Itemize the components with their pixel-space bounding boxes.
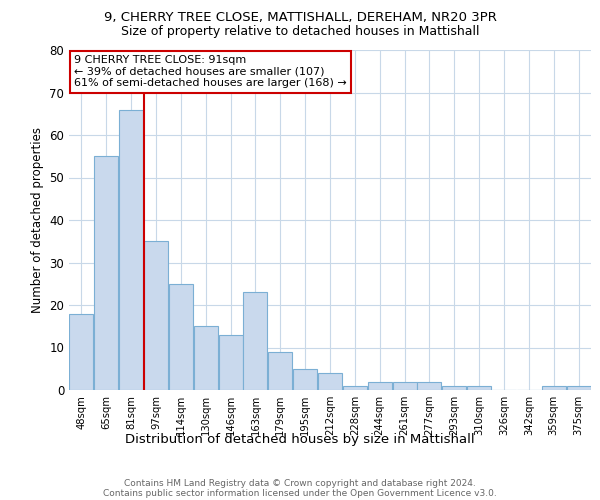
Bar (442, 386, 466, 390)
Y-axis label: Number of detached properties: Number of detached properties (31, 127, 44, 313)
Bar (144, 242, 168, 390)
Text: Distribution of detached houses by size in Mattishall: Distribution of detached houses by size … (125, 432, 475, 446)
Text: Contains HM Land Registry data © Crown copyright and database right 2024.: Contains HM Land Registry data © Crown c… (124, 478, 476, 488)
Bar (268, 352, 292, 390)
Bar (368, 382, 392, 390)
Bar (94, 156, 118, 390)
Bar (467, 386, 491, 390)
Bar (293, 369, 317, 390)
Bar (343, 386, 367, 390)
Text: 9, CHERRY TREE CLOSE, MATTISHALL, DEREHAM, NR20 3PR: 9, CHERRY TREE CLOSE, MATTISHALL, DEREHA… (104, 12, 496, 24)
Text: Size of property relative to detached houses in Mattishall: Size of property relative to detached ho… (121, 25, 479, 38)
Bar (119, 110, 143, 390)
Bar (418, 382, 442, 390)
Text: 9 CHERRY TREE CLOSE: 91sqm
← 39% of detached houses are smaller (107)
61% of sem: 9 CHERRY TREE CLOSE: 91sqm ← 39% of deta… (74, 55, 347, 88)
Bar (70, 314, 94, 390)
Bar (392, 382, 416, 390)
Bar (194, 326, 218, 390)
Bar (542, 386, 566, 390)
Text: Contains public sector information licensed under the Open Government Licence v3: Contains public sector information licen… (103, 488, 497, 498)
Bar (169, 284, 193, 390)
Bar (566, 386, 590, 390)
Bar (244, 292, 268, 390)
Bar (218, 335, 242, 390)
Bar (318, 373, 342, 390)
